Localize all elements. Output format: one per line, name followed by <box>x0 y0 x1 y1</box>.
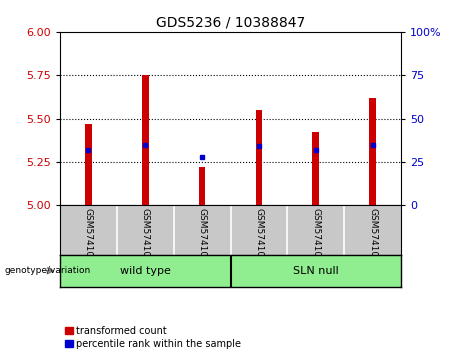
Text: wild type: wild type <box>120 266 171 276</box>
Bar <box>199 167 206 205</box>
Bar <box>313 132 319 205</box>
Text: GSM574102: GSM574102 <box>198 208 207 263</box>
Title: GDS5236 / 10388847: GDS5236 / 10388847 <box>156 15 305 29</box>
Text: GSM574100: GSM574100 <box>84 208 93 263</box>
Legend: transformed count, percentile rank within the sample: transformed count, percentile rank withi… <box>65 326 242 349</box>
Bar <box>369 98 376 205</box>
Text: SLN null: SLN null <box>293 266 339 276</box>
Bar <box>142 75 148 205</box>
Text: GSM574104: GSM574104 <box>311 208 320 263</box>
Text: GSM574105: GSM574105 <box>368 208 377 263</box>
Text: GSM574101: GSM574101 <box>141 208 150 263</box>
Bar <box>85 124 92 205</box>
Text: genotype/variation: genotype/variation <box>5 266 91 275</box>
Text: GSM574103: GSM574103 <box>254 208 263 263</box>
Bar <box>255 110 262 205</box>
